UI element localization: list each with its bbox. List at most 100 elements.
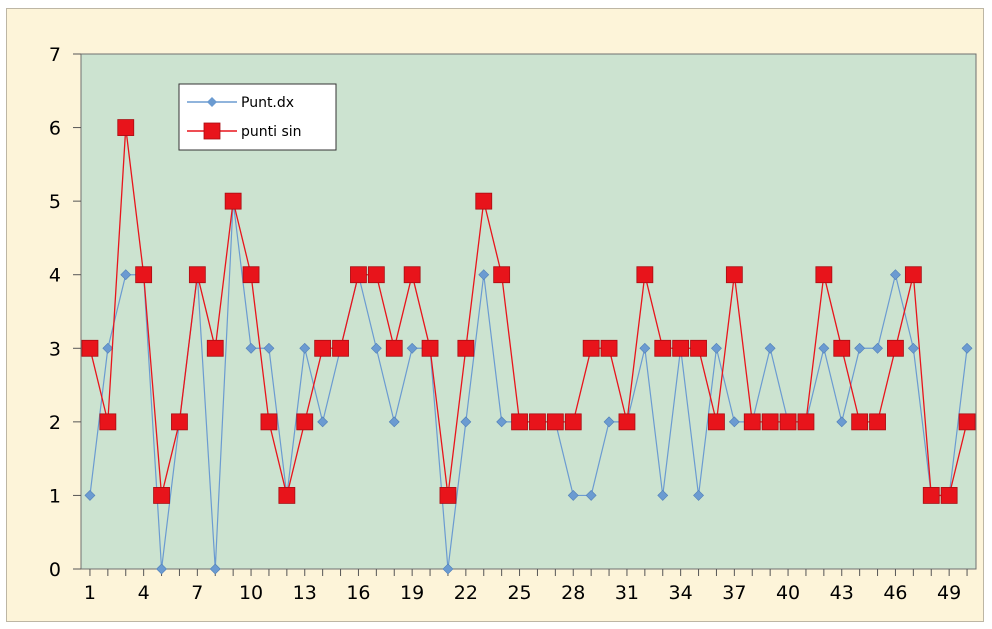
data-point	[156, 563, 167, 575]
data-point	[797, 413, 815, 431]
data-point	[406, 342, 418, 354]
x-tick-label: 25	[507, 582, 531, 604]
data-point	[672, 339, 690, 357]
data-point	[958, 413, 976, 431]
data-point	[367, 266, 385, 284]
data-point	[654, 339, 672, 357]
x-tick-label: 40	[776, 582, 800, 604]
y-tick-label: 7	[49, 44, 61, 66]
series-line	[89, 127, 968, 497]
x-tick-label: 49	[937, 582, 961, 604]
data-point	[496, 416, 508, 428]
data-point	[403, 266, 421, 284]
data-point	[872, 342, 883, 354]
data-point	[421, 339, 439, 357]
y-tick-label: 5	[49, 191, 61, 213]
data-point	[546, 413, 564, 431]
series-layer	[81, 119, 976, 575]
data-point	[851, 413, 869, 431]
data-point	[636, 266, 654, 284]
legend-marker	[207, 97, 217, 107]
data-point	[224, 192, 242, 210]
legend-marker	[203, 122, 221, 140]
data-point	[317, 416, 329, 428]
data-point	[81, 339, 99, 357]
data-point	[296, 413, 314, 431]
data-point	[529, 413, 546, 431]
x-tick-label: 43	[830, 582, 854, 604]
data-point	[567, 490, 579, 501]
data-point	[460, 416, 472, 428]
data-point	[639, 342, 651, 354]
data-point	[940, 487, 958, 504]
data-point	[117, 119, 135, 136]
data-point	[263, 342, 275, 354]
data-point	[475, 192, 493, 210]
data-point	[171, 413, 188, 431]
data-point	[764, 342, 776, 354]
y-tick-label: 3	[49, 338, 61, 360]
data-point	[388, 416, 400, 428]
legend-label: punti sin	[241, 124, 302, 140]
data-point	[708, 413, 725, 431]
data-point	[245, 342, 257, 354]
data-point	[779, 413, 797, 431]
data-point	[478, 269, 490, 281]
x-tick-label: 7	[191, 582, 203, 604]
data-point	[603, 416, 615, 428]
x-tick-label: 34	[669, 582, 693, 604]
data-point	[890, 269, 901, 281]
data-point	[439, 487, 457, 504]
data-point	[869, 413, 886, 431]
data-point	[887, 339, 904, 357]
data-point	[693, 490, 704, 501]
x-tick-label: 46	[883, 582, 907, 604]
data-point	[260, 413, 278, 431]
data-point	[854, 342, 866, 354]
x-tick-label: 16	[346, 582, 370, 604]
series-1	[81, 119, 976, 504]
data-point	[385, 339, 403, 357]
y-tick-label: 1	[49, 485, 61, 507]
data-point	[370, 342, 382, 354]
legend-entry: punti sin	[187, 122, 302, 140]
chart-frame: 0 1 2 3 4 5 6 7 1 4 7 10 13 16 19 22 25 28 31 34 37 40 43 46 49 …	[6, 8, 984, 622]
data-point	[457, 339, 475, 357]
data-point	[818, 342, 830, 354]
x-tick-label: 28	[561, 582, 585, 604]
data-point	[242, 266, 260, 284]
data-point	[511, 413, 528, 431]
x-tick-label: 10	[239, 582, 263, 604]
data-point	[582, 339, 600, 357]
data-point	[153, 487, 170, 504]
x-tick-label: 37	[722, 582, 746, 604]
data-point	[84, 490, 96, 501]
legend: Punt.dx punti sin	[178, 83, 337, 151]
y-tick-label: 4	[49, 265, 61, 287]
data-point	[120, 269, 132, 281]
x-tick-label: 19	[400, 582, 424, 604]
data-point	[314, 339, 332, 357]
y-tick-label: 0	[49, 559, 61, 581]
y-tick-label: 2	[49, 412, 61, 434]
data-point	[815, 266, 833, 284]
data-point	[833, 339, 851, 357]
data-point	[761, 413, 779, 431]
data-point	[690, 339, 707, 357]
data-point	[907, 342, 919, 354]
x-tick-label: 4	[138, 582, 150, 604]
data-point	[836, 416, 848, 428]
data-point	[102, 342, 114, 354]
data-point	[743, 413, 761, 431]
data-point	[206, 339, 224, 357]
data-point	[618, 413, 636, 431]
data-point	[99, 413, 117, 431]
data-point	[188, 266, 206, 284]
legend-label: Punt.dx	[241, 95, 294, 111]
data-point	[350, 266, 367, 284]
data-point	[904, 266, 922, 284]
data-point	[442, 563, 454, 575]
x-tick-label: 31	[615, 582, 639, 604]
x-tick-label: 1	[84, 582, 96, 604]
